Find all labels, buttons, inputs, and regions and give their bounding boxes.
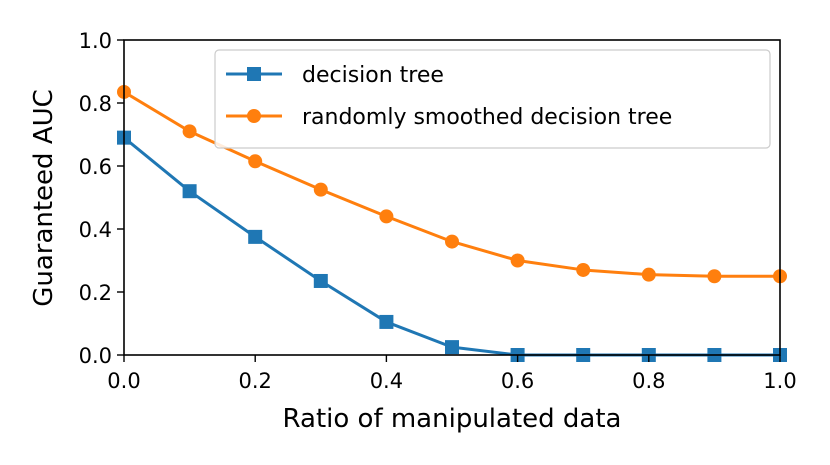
x-tick-label: 0.0 <box>107 369 140 393</box>
legend-marker-smoothed <box>247 109 261 123</box>
y-tick-label: 0.8 <box>79 92 112 116</box>
y-tick-label: 0.2 <box>79 281 112 305</box>
data-point-decision-tree <box>248 229 263 244</box>
data-point-randomly-smoothed-decision-tree <box>445 234 459 249</box>
y-tick-label: 0.0 <box>79 344 112 368</box>
data-point-randomly-smoothed-decision-tree <box>182 124 197 139</box>
legend-label-smoothed: randomly smoothed decision tree <box>302 105 672 130</box>
y-tick-label: 0.4 <box>79 218 112 242</box>
data-point-decision-tree <box>379 314 394 329</box>
data-point-randomly-smoothed-decision-tree <box>641 267 656 282</box>
plot-frame <box>123 39 781 356</box>
y-axis-title: Guaranteed AUC <box>29 89 59 307</box>
data-point-randomly-smoothed-decision-tree <box>510 253 525 268</box>
x-tick-label: 0.8 <box>632 369 665 393</box>
data-point-randomly-smoothed-decision-tree <box>576 262 591 277</box>
data-point-decision-tree <box>445 340 459 355</box>
x-tick-label: 0.2 <box>238 369 271 393</box>
legend-marker-decision-tree <box>247 67 261 81</box>
data-point-randomly-smoothed-decision-tree <box>248 154 263 169</box>
y-tick-label: 0.6 <box>79 155 112 179</box>
legend: decision tree randomly smoothed decision… <box>214 49 771 149</box>
x-axis-title: Ratio of manipulated data <box>283 404 622 434</box>
x-tick-label: 1.0 <box>763 369 796 393</box>
data-point-randomly-smoothed-decision-tree <box>379 209 394 224</box>
data-point-randomly-smoothed-decision-tree <box>707 269 722 284</box>
data-point-randomly-smoothed-decision-tree <box>313 182 328 197</box>
data-point-decision-tree <box>313 273 328 288</box>
x-tick-label: 0.4 <box>370 369 403 393</box>
x-tick-label: 0.6 <box>501 369 534 393</box>
data-point-decision-tree <box>182 184 197 199</box>
legend-label-decision-tree: decision tree <box>302 63 444 88</box>
legend-box <box>214 49 771 149</box>
y-tick-label: 1.0 <box>79 29 112 53</box>
ticks-layer: 0.0 0.2 0.4 0.6 0.8 1.0 0.0 0.2 0.4 0.6 0.8 1.0 <box>79 29 797 393</box>
